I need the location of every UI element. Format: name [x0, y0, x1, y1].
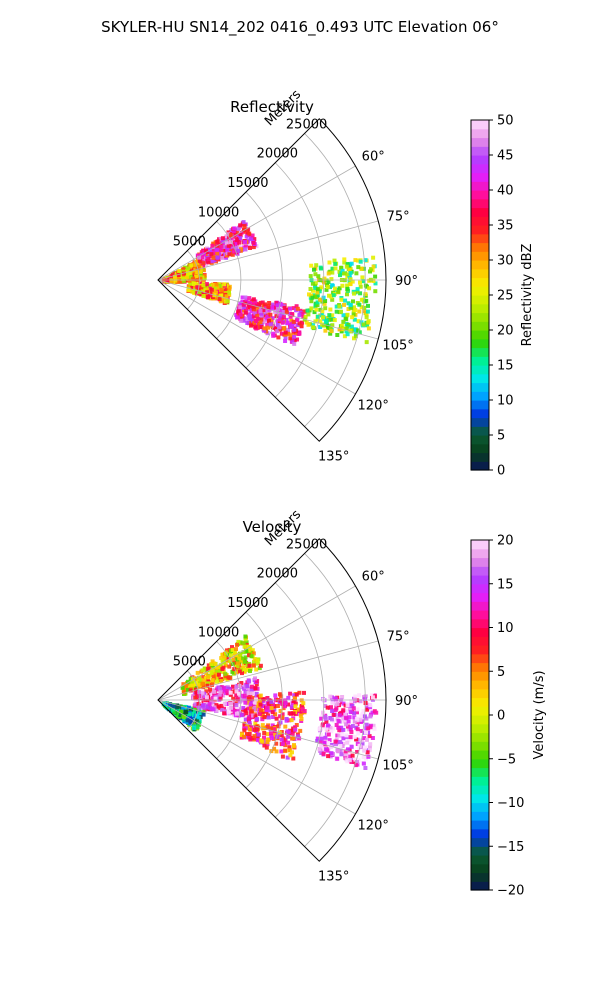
panel-title: Reflectivity: [230, 98, 314, 116]
azimuth-spoke-120: [157, 699, 356, 815]
colorbar-tick-label: 45: [497, 149, 514, 164]
azimuth-tick-label: 75°: [387, 210, 410, 225]
colorbar-label: Reflectivity dBZ: [520, 244, 535, 347]
colorbar-tick-label: 15: [497, 577, 514, 592]
azimuth-tick-label: 135°: [318, 450, 349, 465]
colorbar-tick-label: 50: [497, 114, 514, 129]
colorbar: −20 −15 −10 −5 0 5 10 15 20 Velocity (m/s): [470, 534, 547, 899]
colorbar-tick-label: −5: [497, 752, 516, 767]
colorbar-tick-label: 20: [497, 534, 514, 549]
azimuth-tick-label: 135°: [318, 870, 349, 885]
azimuth-spoke-120: [157, 279, 356, 395]
panel-title: Velocity: [243, 518, 302, 536]
azimuth-tick-label: 90°: [395, 694, 418, 709]
radial-tick-label: 25000: [286, 117, 327, 132]
radial-tick-label: 20000: [257, 567, 298, 582]
sector-frame: [157, 118, 387, 442]
azimuth-tick-label: 60°: [362, 150, 385, 165]
colorbar-tick-label: 5: [497, 665, 505, 680]
azimuth-spoke-105: [157, 699, 379, 760]
colorbar-label: Velocity (m/s): [532, 670, 547, 759]
colorbar-tick-label: 40: [497, 184, 514, 199]
colorbar-tick-label: 20: [497, 324, 514, 339]
azimuth-tick-label: 75°: [387, 630, 410, 645]
radial-tick-label: 10000: [198, 625, 239, 640]
azimuth-spoke-75: [157, 220, 379, 281]
sector-frame: [157, 538, 387, 862]
colorbar-tick-label: 10: [497, 394, 514, 409]
figure-suptitle: SKYLER-HU SN14_202 0416_0.493 UTC Elevat…: [101, 18, 499, 37]
colorbar-tick-label: 25: [497, 289, 514, 304]
azimuth-spoke-60: [157, 585, 356, 701]
radial-tick-label: 5000: [173, 235, 206, 250]
azimuth-spoke-105: [157, 279, 379, 340]
colorbar-tick-label: −20: [497, 884, 524, 899]
radial-tick-label: 25000: [286, 537, 327, 552]
radar-echo-layer: [161, 220, 378, 346]
colorbar-tick-label: −15: [497, 840, 524, 855]
azimuth-tick-label: 90°: [395, 274, 418, 289]
radial-tick-label: 5000: [173, 655, 206, 670]
azimuth-tick-label: 60°: [362, 570, 385, 585]
colorbar-tick-label: 30: [497, 254, 514, 269]
radial-tick-label: 15000: [227, 596, 268, 611]
radial-tick-label: 10000: [198, 205, 239, 220]
azimuth-spoke-60: [157, 165, 356, 281]
reflectivity-panel: Reflectivity500010000150002000025000Mete…: [157, 87, 535, 479]
colorbar-tick-label: 5: [497, 429, 505, 444]
colorbar-tick-label: 10: [497, 621, 514, 636]
colorbar: 0 5 10 15 20 25 30 35 40 45 50 Reflectivity dBZ: [470, 114, 535, 479]
colorbar-tick-label: 0: [497, 709, 505, 724]
azimuth-tick-label: 120°: [358, 398, 389, 413]
azimuth-spoke-75: [157, 640, 379, 701]
radial-tick-label: 15000: [227, 176, 268, 191]
colorbar-tick-label: 35: [497, 219, 514, 234]
colorbar-tick-label: 15: [497, 359, 514, 374]
velocity-panel: Velocity500010000150002000025000Meters60…: [157, 507, 547, 899]
azimuth-tick-label: 120°: [358, 818, 389, 833]
azimuth-tick-label: 105°: [382, 758, 413, 773]
radial-tick-label: 20000: [257, 147, 298, 162]
colorbar-tick-label: −10: [497, 796, 524, 811]
azimuth-tick-label: 105°: [382, 338, 413, 353]
colorbar-tick-label: 0: [497, 464, 505, 479]
